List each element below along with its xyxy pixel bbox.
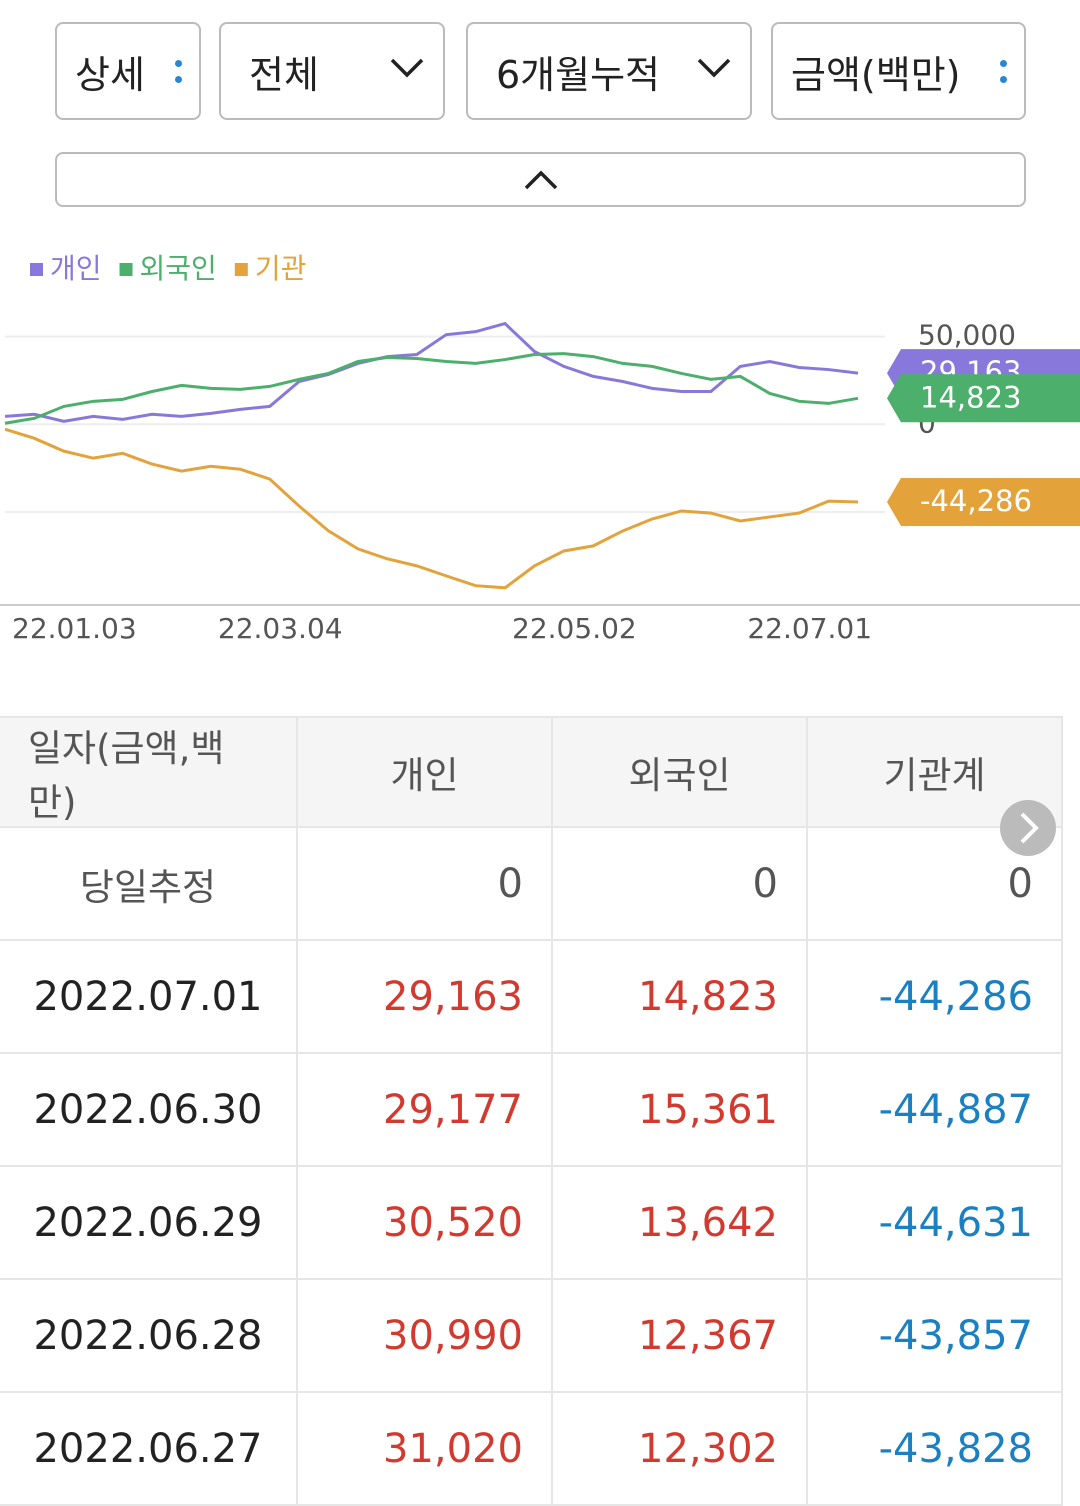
- table-cell: 2022.07.01: [0, 941, 298, 1054]
- end-tag: [887, 477, 1080, 526]
- table-cell: -43,828: [808, 1393, 1063, 1506]
- table-cell: 0: [298, 828, 553, 941]
- table-cell: 2022.06.30: [0, 1054, 298, 1167]
- table-cell: 30,520: [298, 1167, 553, 1280]
- table-cell: -43,857: [808, 1280, 1063, 1393]
- menu-dots: [1000, 60, 1008, 92]
- legend-swatch: [234, 263, 248, 276]
- scroll-right-button[interactable]: [1000, 800, 1056, 856]
- legend-label: 기관: [255, 252, 307, 285]
- scope-dropdown[interactable]: 전체: [219, 22, 445, 120]
- column-header: 외국인: [553, 716, 808, 828]
- period-dropdown[interactable]: 6개월누적: [466, 22, 752, 120]
- unit-button[interactable]: 금액(백만): [771, 22, 1026, 120]
- detail-button[interactable]: 상세: [55, 22, 201, 120]
- x-tick-label: 22.05.02: [512, 612, 637, 645]
- table-cell: 당일추정: [0, 828, 298, 941]
- table-cell: 2022.06.28: [0, 1280, 298, 1393]
- table-cell: 0: [553, 828, 808, 941]
- table-cell: -44,631: [808, 1167, 1063, 1280]
- chevron: [697, 58, 731, 78]
- end-tag-label: 14,823: [920, 380, 1021, 414]
- legend-label: 외국인: [140, 252, 217, 285]
- collapse-button[interactable]: [55, 152, 1026, 207]
- x-tick-label: 22.03.04: [218, 612, 343, 645]
- chevron: [390, 58, 424, 78]
- chart: 개인외국인기관50,0000-50,00022.01.0322.03.0422.…: [0, 252, 1080, 645]
- series-line: [4, 321, 859, 423]
- menu-dots: [175, 60, 183, 92]
- x-tick-label: 22.07.01: [747, 612, 872, 645]
- table-cell: -44,286: [808, 941, 1063, 1054]
- table-cell: 0: [808, 828, 1063, 941]
- column-header: 일자(금액,백만): [0, 716, 298, 828]
- y-tick-label: 50,000: [918, 319, 1016, 352]
- x-tick-label: 22.01.03: [12, 612, 137, 645]
- table-cell: 12,302: [553, 1393, 808, 1506]
- button-label: 6개월누적: [496, 52, 661, 97]
- table-cell: 30,990: [298, 1280, 553, 1393]
- table-cell: 29,177: [298, 1054, 553, 1167]
- table-cell: -44,887: [808, 1054, 1063, 1167]
- table-cell: 2022.06.27: [0, 1393, 298, 1506]
- series-line: [4, 352, 859, 425]
- table-cell: 13,642: [553, 1167, 808, 1280]
- legend-swatch: [30, 263, 43, 276]
- button-label: 전체: [249, 52, 319, 97]
- legend-swatch: [119, 263, 133, 276]
- end-tag: [887, 374, 1080, 423]
- series-line: [4, 427, 859, 590]
- button-label: 상세: [75, 52, 145, 97]
- button-label: 금액(백만): [791, 52, 961, 97]
- table-cell: 29,163: [298, 941, 553, 1054]
- table-cell: 14,823: [553, 941, 808, 1054]
- end-tag-label: -44,286: [920, 484, 1032, 518]
- table-cell: 2022.06.29: [0, 1167, 298, 1280]
- legend-label: 개인: [50, 252, 102, 285]
- table-cell: 31,020: [298, 1393, 553, 1506]
- table-cell: 12,367: [553, 1280, 808, 1393]
- column-header: 개인: [298, 716, 553, 828]
- table-cell: 15,361: [553, 1054, 808, 1167]
- chevron-up: [524, 170, 557, 189]
